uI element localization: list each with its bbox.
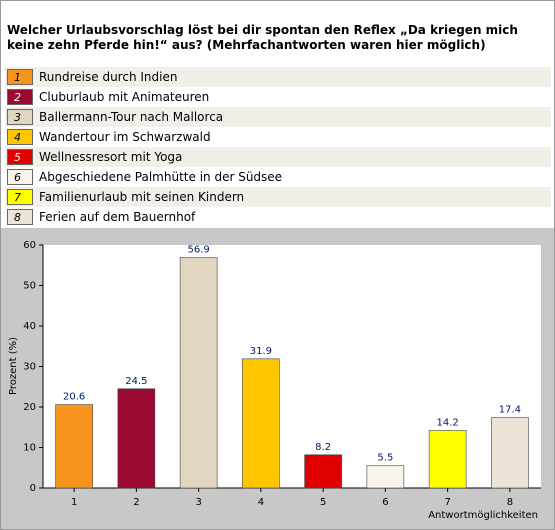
x-tick-label: 5 [320, 497, 326, 508]
legend-number: 7 [7, 189, 33, 205]
value-label: 56.9 [187, 245, 209, 256]
y-axis-label: Prozent (%) [8, 337, 19, 395]
legend-number: 8 [7, 209, 33, 225]
legend-text: Abgeschiedene Palmhütte in der Südsee [39, 170, 283, 184]
x-tick-label: 1 [71, 497, 77, 508]
legend-number: 3 [7, 109, 33, 125]
bar [179, 257, 218, 489]
bar [304, 454, 342, 489]
legend-row: 7 Familienurlaub mit seinen Kindern [5, 187, 551, 207]
value-label: 31.9 [250, 346, 272, 357]
legend-number: 1 [7, 69, 33, 85]
legend-row: 6 Abgeschiedene Palmhütte in der Südsee [5, 167, 551, 187]
y-tick-label: 0 [30, 483, 36, 494]
bar [242, 358, 280, 489]
legend-text: Wellnessresort mit Yoga [39, 150, 183, 164]
legend-row: 5 Wellnessresort mit Yoga [5, 147, 551, 167]
legend-row: 8 Ferien auf dem Bauernhof [5, 207, 551, 227]
bar [117, 388, 156, 489]
bar [366, 465, 405, 489]
x-tick-label: 3 [195, 497, 201, 508]
bar [491, 417, 529, 489]
value-label: 14.2 [436, 417, 458, 428]
poll-title: Welcher Urlaubsvorschlag löst bei dir sp… [7, 23, 518, 52]
legend-text: Ferien auf dem Bauernhof [39, 210, 196, 224]
y-tick-label: 60 [23, 240, 36, 251]
value-label: 24.5 [125, 376, 147, 387]
bar [428, 430, 467, 489]
y-tick-label: 20 [23, 402, 36, 413]
legend-row: 1 Rundreise durch Indien [5, 67, 551, 87]
legend-text: Ballermann-Tour nach Mallorca [39, 110, 224, 124]
y-tick-label: 10 [23, 443, 36, 454]
value-label: 8.2 [315, 442, 331, 453]
x-tick-label: 6 [382, 497, 388, 508]
x-tick-label: 2 [133, 497, 139, 508]
x-tick-label: 7 [444, 497, 450, 508]
value-label: 5.5 [377, 453, 393, 464]
legend-number: 5 [7, 149, 33, 165]
chart: Prozent (%) Antwortmöglichkeiten 0 10 20 30… [1, 228, 554, 529]
legend-text: Familienurlaub mit seinen Kindern [39, 190, 245, 204]
bar [55, 404, 93, 489]
y-tick-label: 50 [23, 281, 36, 292]
x-axis-label: Antwortmöglichkeiten [428, 510, 538, 521]
value-label: 17.4 [499, 405, 521, 416]
x-tick-label: 4 [258, 497, 264, 508]
legend-number: 4 [7, 129, 33, 145]
legend-text: Rundreise durch Indien [39, 70, 178, 84]
x-tick-label: 8 [507, 497, 513, 508]
legend-number: 6 [7, 169, 33, 185]
legend-number: 2 [7, 89, 33, 105]
y-tick-label: 30 [23, 362, 36, 373]
legend-text: Cluburlaub mit Animateuren [39, 90, 210, 104]
value-label: 20.6 [63, 392, 85, 403]
legend-row: 3 Ballermann-Tour nach Mallorca [5, 107, 551, 127]
legend: 1 Rundreise durch Indien 2 Cluburlaub mit A… [5, 67, 551, 227]
y-tick-label: 40 [23, 321, 36, 332]
legend-text: Wandertour im Schwarzwald [39, 130, 211, 144]
legend-row: 4 Wandertour im Schwarzwald [5, 127, 551, 147]
legend-row: 2 Cluburlaub mit Animateuren [5, 87, 551, 107]
